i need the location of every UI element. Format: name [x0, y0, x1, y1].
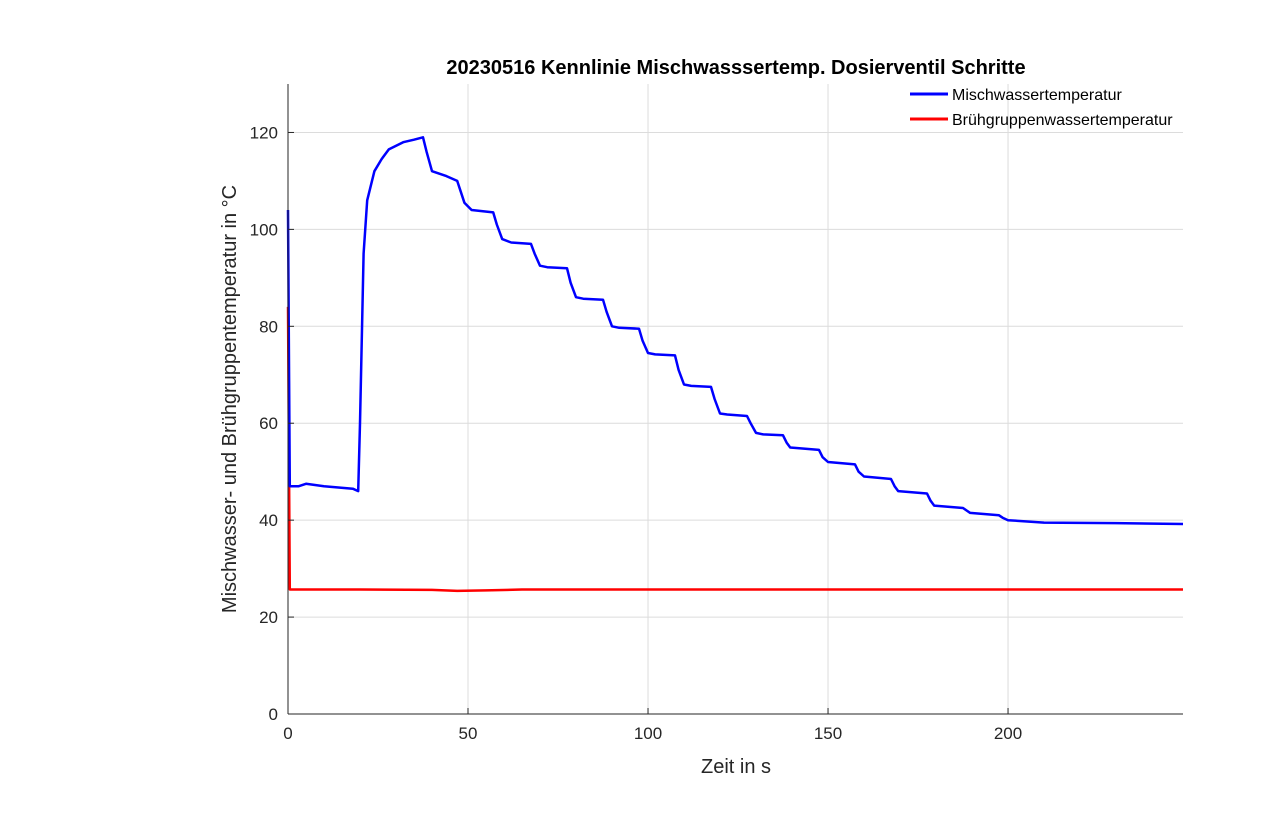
x-tick-label: 100 [634, 724, 662, 743]
legend: Mischwassertemperatur Brühgruppenwassert… [910, 87, 1173, 129]
chart-title: 20230516 Kennlinie Mischwasssertemp. Dos… [446, 57, 1025, 79]
x-axis-label: Zeit in s [701, 756, 771, 778]
series-group [286, 136, 1184, 593]
y-tick-label: 40 [259, 511, 278, 530]
axes: 0 50 100 150 200 0 20 40 60 80 100 120 [250, 84, 1183, 743]
y-tick-label: 20 [259, 608, 278, 627]
x-tick-label: 50 [459, 724, 478, 743]
series-line-mischwasser [286, 136, 1184, 526]
x-tick-label: 150 [814, 724, 842, 743]
legend-label-bruehgruppe: Brühgruppenwassertemperatur [952, 112, 1173, 129]
y-tick-label: 120 [250, 123, 278, 142]
y-tick-label: 0 [269, 705, 278, 724]
x-tick-label: 0 [283, 724, 292, 743]
y-axis-label: Mischwasser- und Brühgruppentemperatur i… [219, 185, 241, 613]
series-line-bruehgruppe [286, 306, 1183, 593]
y-tick-label: 100 [250, 220, 278, 239]
x-tick-label: 200 [994, 724, 1022, 743]
y-tick-label: 60 [259, 414, 278, 433]
grid-lines [288, 84, 1183, 714]
y-tick-label: 80 [259, 317, 278, 336]
legend-label-mischwasser: Mischwassertemperatur [952, 87, 1123, 104]
